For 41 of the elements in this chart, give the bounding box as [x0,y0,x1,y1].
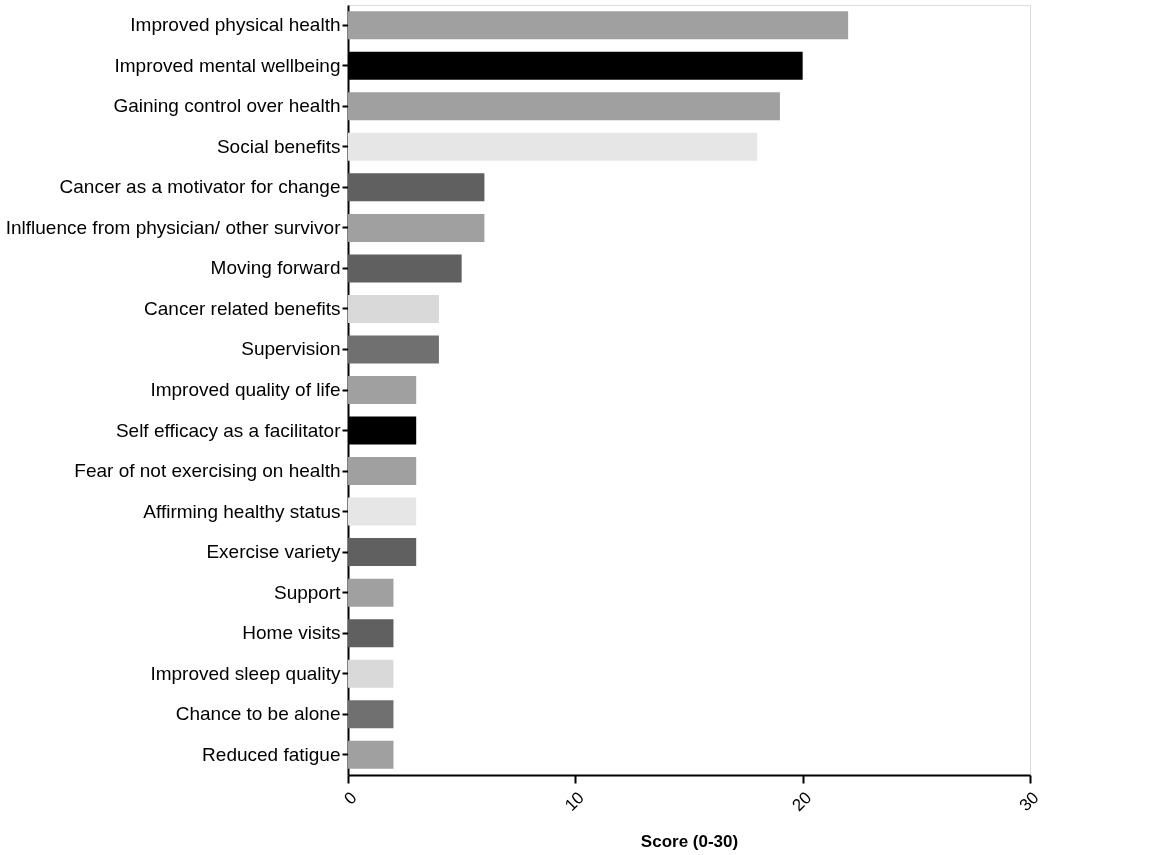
x-tick-label: 10 [561,788,588,815]
y-tick-label: Improved mental wellbeing [114,54,341,76]
y-tick-label: Improved quality of life [150,379,341,400]
bar [348,335,439,364]
bar [348,294,439,323]
bar [348,213,485,242]
bar [348,619,394,648]
y-tick-label: Cancer related benefits [144,297,341,319]
y-tick-label: Self efficacy as a facilitator [115,419,342,441]
y-tick-label: Reduced fatigue [202,743,341,765]
y-tick-label: Exercise variety [206,541,341,563]
x-tick-label: 0 [340,788,361,809]
bar [348,376,417,404]
y-tick-label: Moving forward [210,257,341,279]
y-tick-label: Inlfluence from physician/ other survivor [5,216,342,238]
x-axis-title: Score (0-30) [640,832,739,852]
y-tick-label: Social benefits [216,135,341,157]
bar [348,740,394,769]
bar [348,497,417,526]
bar [348,700,394,729]
bar [348,659,394,688]
bar [348,92,780,121]
y-tick-label: Supervision [241,338,341,360]
y-tick-label: Gaining control over health [113,95,341,117]
x-tick-label: 30 [1015,788,1043,815]
bar [348,254,462,283]
y-tick-label: Fear of not exercising on health [74,460,341,482]
y-tick-label: Improved physical health [130,14,341,36]
x-tick-label: 20 [788,788,816,815]
bar [348,578,394,607]
bar [348,538,417,567]
bar [348,457,417,486]
y-tick-label: Improved sleep quality [150,662,341,684]
y-tick-label: Home visits [242,622,341,644]
bar [348,11,849,40]
y-tick-label: Support [273,581,342,603]
y-tick-label: Cancer as a motivator for change [59,176,341,198]
y-tick-label: Affirming healthy status [143,500,341,522]
bar [348,132,758,161]
bar [348,173,485,202]
y-tick-label: Chance to be alone [175,703,341,725]
